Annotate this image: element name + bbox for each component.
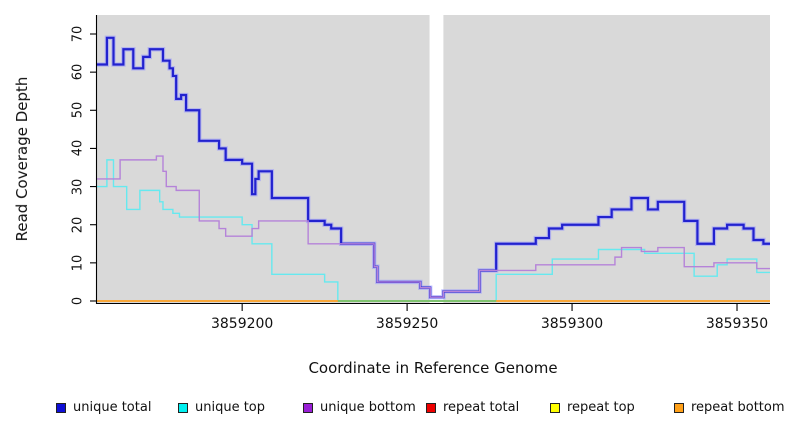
legend-item-unique-top: unique top bbox=[178, 400, 265, 415]
legend-label: repeat total bbox=[443, 400, 520, 415]
x-axis-title: Coordinate in Reference Genome bbox=[308, 359, 558, 377]
y-tick-label: 40 bbox=[70, 140, 86, 157]
legend-item-repeat-bottom: repeat bottom bbox=[674, 400, 785, 415]
legend-swatch-icon bbox=[178, 402, 188, 413]
y-axis-title: Read Coverage Depth bbox=[13, 76, 31, 242]
x-tick-label: 3859200 bbox=[210, 316, 274, 332]
legend-swatch-icon bbox=[56, 402, 66, 413]
x-tick-label: 3859250 bbox=[375, 316, 439, 332]
legend-label: repeat top bbox=[567, 400, 635, 415]
y-tick-label: 60 bbox=[70, 63, 86, 81]
x-tick-label: 3859350 bbox=[705, 316, 769, 332]
legend-label: repeat bottom bbox=[691, 400, 785, 415]
y-tick-label: 20 bbox=[70, 216, 86, 233]
x-tick-label: 3859300 bbox=[540, 316, 604, 332]
legend-swatch-icon bbox=[550, 402, 560, 413]
legend-swatch-icon bbox=[674, 402, 684, 413]
legend-label: unique bottom bbox=[320, 400, 416, 415]
y-tick-label: 50 bbox=[70, 102, 86, 119]
legend-swatch-icon bbox=[303, 402, 313, 413]
legend-swatch-icon bbox=[426, 402, 436, 413]
y-tick-label: 0 bbox=[70, 296, 86, 306]
legend-item-repeat-top: repeat top bbox=[550, 400, 635, 415]
legend-label: unique total bbox=[73, 400, 152, 415]
y-tick-label: 70 bbox=[70, 25, 86, 43]
y-tick-label: 10 bbox=[70, 254, 86, 272]
legend-item-repeat-total: repeat total bbox=[426, 400, 519, 415]
legend-item-unique-bottom: unique bottom bbox=[303, 400, 416, 415]
legend-item-unique-total: unique total bbox=[56, 400, 151, 415]
legend-label: unique top bbox=[195, 400, 266, 415]
y-tick-label: 30 bbox=[70, 178, 86, 195]
